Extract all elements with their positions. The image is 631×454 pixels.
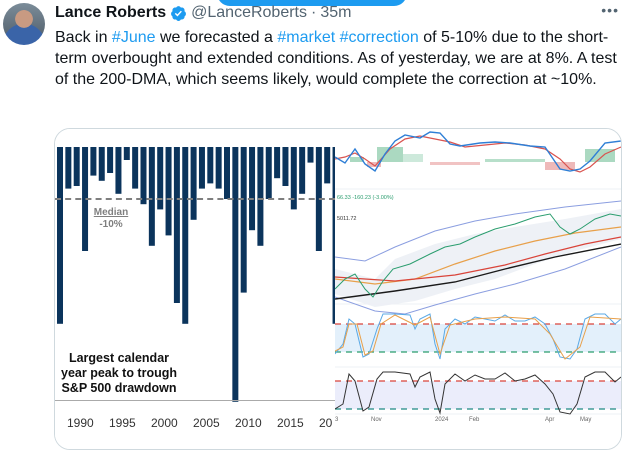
macd-signal-line [334, 135, 621, 173]
bar-1992 [98, 147, 105, 181]
bar-2007 [224, 147, 230, 199]
bar-2005 [207, 147, 214, 184]
hashtag-link[interactable]: #market [277, 29, 336, 46]
technical-chart: 66.33 -160.23 (-3.00%) 5011.72 [334, 131, 621, 415]
time-axis-label: Feb [469, 417, 480, 423]
price-last-label: 5011.72 [337, 216, 356, 222]
bollinger-upper [334, 200, 621, 262]
bar-1988 [65, 147, 72, 189]
bar-1989 [73, 147, 80, 186]
bar-2008 [232, 147, 239, 402]
oscillator2-band [335, 381, 621, 409]
bar-1993 [107, 147, 114, 173]
chart-title: Largest calendar year peak to trough S&P… [61, 351, 177, 395]
x-tick-label: 1990 [67, 416, 94, 430]
x-tick-label: 2000 [151, 416, 178, 430]
oscillator2-line [334, 371, 621, 415]
bar-2010 [249, 147, 256, 231]
more-options-icon[interactable]: ••• [601, 2, 619, 18]
price-change-label: 66.33 -160.23 (-3.00%) [337, 195, 394, 201]
bar-2006 [215, 147, 222, 189]
bar-1994 [115, 147, 122, 194]
tweet-text-segment: Back in [55, 29, 112, 46]
time-axis-label: Apr [545, 417, 555, 423]
ma200-line [334, 243, 621, 300]
tweet-text-segment: of 5-10% due to the short-term overbough… [55, 29, 617, 88]
bar-2000 [165, 147, 172, 236]
tweet-header: Lance Roberts @LanceRoberts · 35m [55, 3, 351, 23]
bar-2003 [190, 147, 197, 220]
drawdown-chart-image[interactable]: Median -10% Largest calendar year peak t… [55, 129, 335, 449]
bar-2020 [332, 147, 335, 324]
x-axis-line [55, 400, 335, 401]
macd-line [334, 131, 621, 173]
time-axis-label: 2024 [435, 417, 449, 423]
x-tick-label: 1995 [109, 416, 136, 430]
oscillator1-band [335, 324, 621, 352]
time-axis-label: 3 [335, 417, 339, 423]
oscillator1-line [334, 313, 621, 360]
bar-2017 [307, 147, 314, 163]
bar-1997 [140, 147, 147, 205]
verified-badge-icon [171, 5, 187, 21]
new-posts-pill[interactable] [217, 0, 407, 6]
median-value: -10% [99, 219, 123, 230]
bar-2009 [240, 147, 247, 293]
avatar[interactable] [3, 3, 45, 45]
bar-2013 [274, 147, 281, 179]
author-name[interactable]: Lance Roberts [55, 4, 167, 21]
bar-2014 [282, 147, 289, 186]
bar-2019 [324, 147, 331, 184]
macd-histogram [350, 147, 615, 170]
tweet-media[interactable]: Median -10% Largest calendar year peak t… [54, 128, 622, 450]
bar-2012 [265, 147, 272, 199]
bar-2001 [173, 147, 180, 303]
x-tick-label: 20 [319, 416, 333, 430]
median-line [55, 198, 335, 200]
time-axis-label: May [580, 417, 592, 423]
author-handle[interactable]: @LanceRoberts [191, 4, 307, 21]
technical-chart-image[interactable]: 66.33 -160.23 (-3.00%) 5011.72 3 Nov 2024 F… [334, 129, 621, 449]
median-annotation: Median -10% [81, 207, 141, 231]
drawdown-bar-chart [57, 147, 335, 402]
bar-1996 [132, 147, 139, 189]
median-label: Median [93, 207, 129, 218]
x-tick-label: 2005 [193, 416, 220, 430]
bar-2016 [299, 147, 306, 194]
bar-1987 [57, 147, 63, 324]
ma100-line [334, 236, 621, 282]
bollinger-lower [334, 246, 621, 315]
bar-1991 [90, 147, 97, 176]
bollinger-band-fill [335, 209, 621, 307]
tweet-text: Back in #June we forecasted a #market #c… [55, 27, 625, 90]
timestamp[interactable]: 35m [320, 4, 352, 21]
bar-2011 [257, 147, 264, 246]
bar-1999 [157, 147, 164, 210]
oscillator1-signal [334, 314, 621, 360]
bar-2004 [198, 147, 205, 189]
bar-1995 [123, 147, 130, 160]
hashtag-link[interactable]: #correction [339, 29, 419, 46]
bar-2002 [182, 147, 189, 324]
separator-dot: · [311, 4, 317, 21]
time-axis-label: Nov [371, 417, 382, 423]
hashtag-link[interactable]: #June [111, 29, 156, 46]
bar-1998 [148, 147, 155, 246]
bar-2015 [290, 147, 297, 210]
x-tick-label: 2015 [277, 416, 304, 430]
x-tick-label: 2010 [235, 416, 262, 430]
tweet-text-segment: we forecasted a [155, 29, 278, 46]
price-line [334, 213, 621, 298]
